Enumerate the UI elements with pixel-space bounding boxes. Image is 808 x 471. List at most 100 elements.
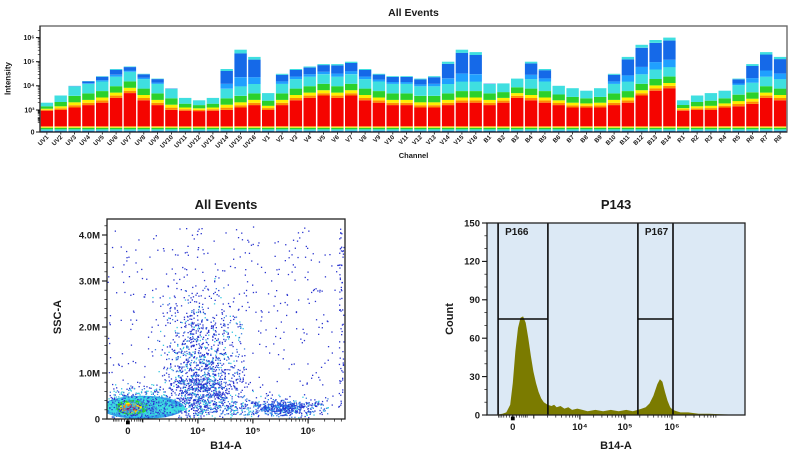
spectral-column-V4 (303, 66, 316, 132)
spectral-column-V10 (386, 76, 399, 132)
channel-tick-label: UV3 (65, 134, 79, 148)
channel-tick-label: UV2 (51, 134, 65, 148)
channel-tick-label: B4 (524, 134, 535, 145)
channel-tick-label: B9 (593, 134, 604, 145)
channel-tick-label: B8 (579, 134, 590, 145)
spectral-column-V6 (331, 64, 344, 132)
channel-tick-label: UV11 (173, 134, 189, 150)
channel-tick-label: V13 (425, 134, 438, 147)
spectral-column-V13 (428, 76, 441, 132)
channel-tick-label: B13 (646, 134, 659, 147)
gate-P166[interactable]: P166 (497, 223, 549, 415)
x-tick-label: 10⁵ (617, 422, 632, 433)
channel-tick-label: V3 (289, 134, 300, 145)
y-tick-label: 4.0M (79, 230, 100, 241)
channel-tick-label: B6 (552, 134, 563, 145)
y-tick-label: 0 (475, 410, 480, 421)
spectral-column-UV1 (40, 102, 54, 132)
spectral-column-V11 (400, 76, 413, 132)
channel-tick-label: V6 (331, 134, 342, 145)
y-tick-label: 3.0M (79, 276, 100, 287)
spectral-column-UV15 (234, 49, 247, 132)
scatter-population-bright-blob (249, 395, 323, 419)
channel-tick-label: V1 (261, 134, 272, 145)
spectral-column-UV5 (96, 76, 109, 132)
spectral-plot-area[interactable]: UV1 UV2 UV3 UV4 UV5 UV6 UV7 UV8 UV9UV10UV11UV12U… (0, 0, 808, 170)
spectral-y-tick-label: 10⁶ (23, 35, 34, 42)
x-tick-label: 10⁶ (301, 426, 316, 437)
spectral-column-UV3 (68, 85, 81, 132)
y-tick-label: 60 (469, 334, 480, 345)
spectral-column-V7 (345, 61, 358, 132)
x-tick-label: 0 (510, 422, 515, 433)
channel-tick-label: B11 (619, 134, 632, 147)
channel-tick-label: UV7 (120, 134, 134, 148)
channel-tick-label: B7 (565, 134, 576, 145)
spectral-y-tick-label: 10³ (24, 107, 35, 114)
y-tick-label: 120 (464, 257, 480, 268)
histogram-chart-title: P143 (600, 197, 632, 212)
spectral-y-tick-label: 0 (31, 129, 35, 136)
spectral-column-UV8 (137, 73, 150, 132)
spectral-column-UV2 (54, 95, 67, 132)
spectral-column-UV12 (192, 100, 206, 132)
spectral-column-V16 (469, 52, 482, 132)
spectral-column-R2 (690, 95, 704, 132)
y-tick-label: 90 (469, 295, 480, 306)
x-tick-label: 10⁴ (572, 422, 588, 433)
spectral-column-B2 (497, 83, 510, 132)
scatter-population-sparse (107, 226, 342, 416)
channel-tick-label: V10 (383, 134, 396, 147)
channel-tick-label: UV16 (242, 134, 258, 150)
spectral-column-UV7 (123, 66, 137, 132)
channel-tick-label: V5 (317, 134, 328, 145)
x-tick-label: 10⁵ (245, 426, 260, 437)
channel-tick-label: V7 (344, 134, 355, 145)
spectral-x-axis-label: Channel (398, 151, 429, 160)
spectral-column-UV16 (248, 56, 261, 132)
spectral-column-V9 (372, 73, 386, 132)
channel-tick-label: R1 (676, 134, 687, 145)
spectral-column-B6 (552, 85, 565, 132)
spectral-chart-title: All Events (388, 7, 439, 19)
channel-tick-label: V2 (275, 134, 286, 145)
channel-tick-label: B10 (605, 134, 618, 147)
histogram-x-axis-label: B14-A (600, 440, 632, 452)
gate-label-P166: P166 (505, 227, 529, 238)
channel-tick-label: UV13 (200, 134, 216, 150)
channel-tick-label: UV15 (228, 134, 244, 150)
channel-tick-label: B14 (660, 134, 673, 147)
channel-tick-label: B2 (496, 134, 507, 145)
channel-tick-label: R2 (690, 134, 701, 145)
spectral-column-R1 (677, 100, 690, 132)
channel-tick-label: UV14 (214, 134, 230, 150)
channel-tick-label: B3 (510, 134, 521, 145)
spectral-column-B5 (538, 69, 552, 132)
spectral-column-B8 (580, 90, 593, 132)
channel-tick-label: R3 (704, 134, 715, 145)
channel-tick-label: B5 (538, 134, 549, 145)
spectral-column-B4 (524, 61, 538, 132)
spectral-column-UV9 (151, 78, 164, 132)
spectral-column-B12 (635, 44, 648, 132)
channel-tick-label: UV12 (187, 134, 203, 150)
spectral-column-R7 (760, 52, 773, 132)
spectral-column-B9 (594, 88, 607, 132)
y-tick-label: 1.0M (79, 368, 100, 379)
spectral-column-UV11 (179, 97, 192, 132)
channel-tick-label: V9 (372, 134, 383, 145)
channel-tick-label: V16 (466, 134, 479, 147)
spectral-column-B13 (649, 40, 662, 132)
spectral-column-B11 (621, 56, 635, 132)
spectral-column-V8 (358, 69, 372, 132)
scatter-chart-title: All Events (194, 197, 258, 212)
spectral-column-V2 (275, 73, 289, 132)
gate-P167[interactable]: P167 (637, 223, 674, 415)
channel-tick-label: UV10 (159, 134, 175, 150)
spectral-column-V1 (262, 93, 275, 132)
scatter-plot-area[interactable]: 0 1.0M 2.0M 3.0M 4.0M 0 10⁴ 10⁵ 10⁶ (40, 195, 370, 471)
channel-tick-label: V14 (439, 134, 452, 147)
histogram-plot-area[interactable]: P166 P167 0 30 60 90 120 150 0 10⁴ 10⁵ 10⁶ (430, 195, 808, 471)
spectral-column-B10 (607, 73, 621, 132)
channel-tick-label: UV8 (134, 134, 148, 148)
